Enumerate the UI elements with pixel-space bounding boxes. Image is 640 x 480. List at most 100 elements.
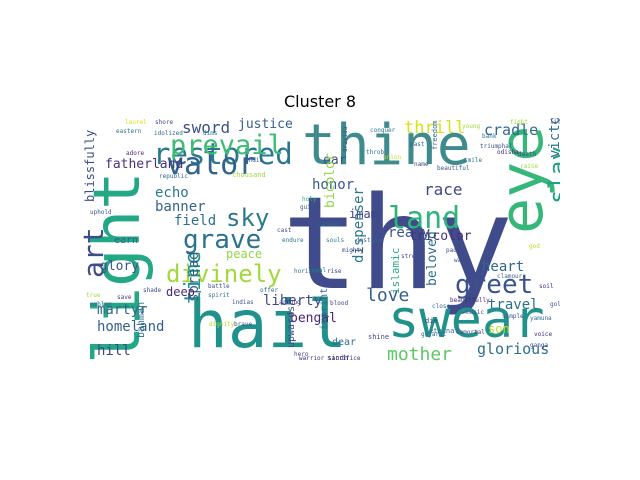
cloud-word-ear: ear	[323, 153, 347, 168]
cloud-word-beautifully: beautifully	[450, 297, 490, 304]
cloud-word-death: death	[518, 151, 537, 158]
cloud-word-brave: brave	[234, 321, 253, 328]
cloud-word-islamic: islamic	[389, 247, 402, 294]
cloud-word-earn: earn	[114, 235, 139, 246]
cloud-word-justice: justice	[238, 118, 293, 132]
cloud-word-dignity: dignity	[209, 321, 235, 328]
cloud-word-golden: golden	[550, 301, 560, 308]
cloud-word-arrong: arrong	[279, 299, 301, 306]
cloud-word-shine: shine	[368, 333, 390, 341]
cloud-word-save: save	[117, 294, 132, 301]
cloud-word-god: god	[529, 243, 540, 250]
cloud-word-soil: soil	[539, 283, 554, 290]
cloud-word-son: son	[488, 322, 510, 336]
cloud-word-restored: restored	[153, 137, 293, 171]
cloud-word-guide: guide	[300, 204, 319, 211]
cloud-word-dims: dims	[203, 130, 218, 137]
cloud-word-fight: fight	[510, 119, 529, 126]
cloud-word-sky: sky	[226, 204, 270, 232]
cloud-word-hero: hero	[294, 351, 309, 358]
cloud-word-smile: smile	[464, 157, 483, 164]
cloud-word-wave: wave	[454, 257, 469, 264]
cloud-word-close: close	[432, 303, 451, 310]
cloud-word-dear: dear	[332, 337, 357, 348]
cloud-word-travel: travel	[488, 297, 539, 313]
cloud-word-gujarat: gujarat	[421, 331, 447, 338]
cloud-word-blissfully: blissfully	[83, 129, 97, 202]
chart-title: Cluster 8	[283, 92, 357, 111]
cloud-word-hail: hail	[188, 286, 347, 363]
cloud-word-glory: glory	[100, 259, 140, 274]
cloud-word-ready: ready	[388, 225, 431, 241]
cloud-word-young: young	[462, 123, 481, 130]
cloud-word-indias: indias	[232, 299, 254, 306]
cloud-word-swear: swear	[388, 290, 545, 350]
cloud-word-freedom: freedom	[431, 120, 439, 150]
cloud-word-ganga: ganga	[530, 342, 549, 349]
cloud-word-emblem: emblem	[90, 301, 112, 308]
cloud-word-music: music	[466, 309, 485, 316]
cloud-word-fatherland: fatherland	[105, 157, 184, 172]
cloud-word-conquer: conquer	[370, 127, 396, 134]
cloud-word-land: land	[388, 201, 461, 236]
cloud-word-heart: heart	[482, 259, 525, 275]
cloud-word-warrior: warrior	[299, 355, 325, 362]
cloud-word-uphold: uphold	[90, 209, 112, 216]
cloud-word-simple: simple	[502, 313, 524, 320]
cloud-word-immortal: immortal	[456, 329, 485, 336]
cloud-word-prevail: prevail	[170, 130, 284, 161]
cloud-word-sacrifice: sacrifice	[328, 355, 361, 362]
cloud-word-mighty: mighty	[342, 247, 364, 254]
cloud-word-cannon: cannon	[318, 221, 340, 228]
cloud-word-honor: honor	[312, 177, 355, 193]
cloud-word-thousand: thousand	[232, 171, 266, 179]
cloud-word-thy: thy	[282, 170, 514, 319]
cloud-word-spirit: spirit	[208, 292, 230, 299]
cloud-word-idolized: idolized	[154, 130, 183, 137]
cloud-word-cradle: cradle	[484, 121, 539, 139]
cloud-word-eye: eye	[487, 125, 557, 234]
cloud-word-bicolor: bicolor	[323, 153, 338, 208]
cloud-word-souls: souls	[326, 237, 345, 244]
cloud-word-odisha: odisha	[497, 149, 519, 156]
cloud-word-laurel: laurel	[125, 119, 147, 126]
cloud-word-martyr: martyr	[97, 302, 148, 318]
cloud-word-life: life	[550, 119, 560, 126]
cloud-word-echo: echo	[155, 185, 189, 201]
cloud-word-bank: bank	[482, 133, 497, 140]
cloud-word-destiny: destiny	[356, 237, 382, 244]
cloud-word-name: name	[414, 161, 429, 168]
cloud-word-sindh: sindh	[327, 354, 349, 362]
cloud-word-paddy: paddy	[446, 247, 465, 254]
cloud-word-dravida: dravida	[342, 126, 349, 152]
cloud-word-shade: shade	[143, 287, 162, 294]
cloud-word-rise: rise	[327, 268, 342, 275]
cloud-word-mother: mother	[387, 344, 453, 364]
cloud-word-adore: adore	[126, 150, 145, 157]
cloud-word-divinely: divinely	[166, 260, 282, 288]
cloud-word-homeland: homeland	[97, 319, 165, 335]
cloud-word-grave: grave	[183, 225, 262, 255]
cloud-word-horizon: horizon	[294, 268, 320, 275]
cloud-word-race: race	[424, 180, 463, 199]
cloud-word-liberty: liberty	[263, 293, 323, 309]
cloud-word-deep: deep	[166, 285, 195, 299]
cloud-word-past: past	[410, 141, 425, 148]
cloud-word-throb: throb	[366, 149, 385, 156]
cloud-word-die: die	[425, 317, 438, 325]
cloud-word-peace: peace	[226, 247, 263, 261]
word-cloud: thy hail swear light eye thine restored valor pr…	[80, 118, 560, 364]
cloud-word-imprint: imprint	[319, 287, 330, 330]
cloud-word-eastern: eastern	[116, 128, 142, 135]
cloud-word-valor: valor	[166, 147, 257, 182]
cloud-word-india: india	[245, 157, 264, 164]
cloud-word-cast: cast	[277, 227, 292, 234]
cloud-word-true: true	[86, 292, 101, 299]
cloud-word-republic: republic	[159, 173, 188, 180]
cloud-word-love: love	[366, 285, 410, 306]
cloud-word-shore: shore	[155, 119, 174, 126]
cloud-word-offer: offer	[260, 287, 279, 294]
cloud-word-loyal: loyal	[308, 267, 327, 274]
cloud-word-hill: hill	[97, 343, 131, 359]
